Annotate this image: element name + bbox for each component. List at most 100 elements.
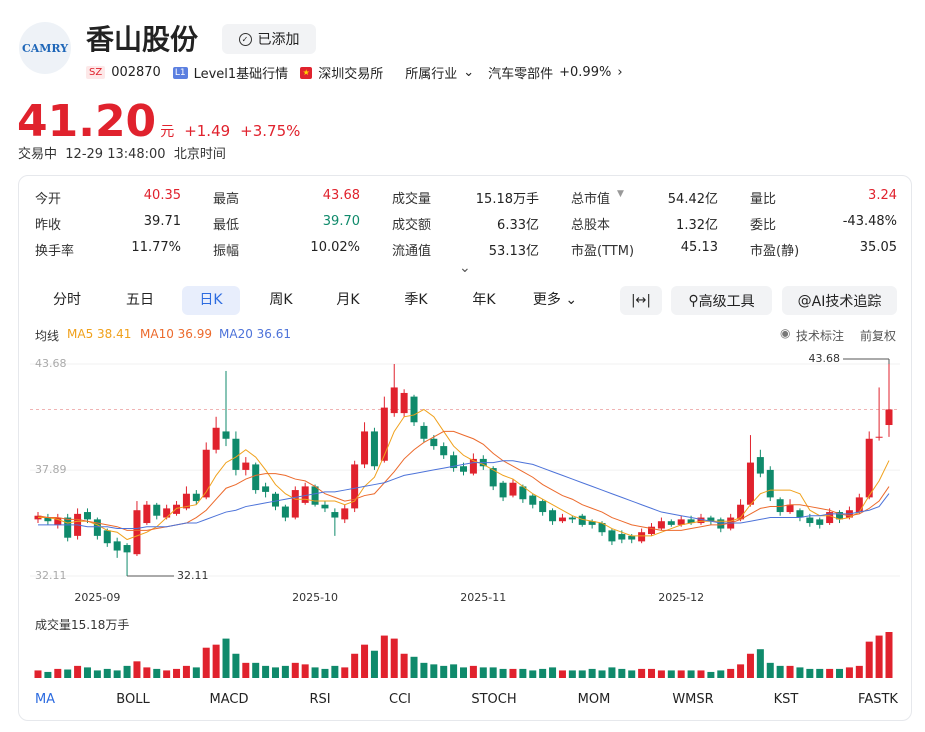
period-tab[interactable]: 周K	[269, 292, 293, 308]
volume-bar	[667, 670, 675, 678]
volume-bar	[677, 670, 685, 678]
stat-label: 换手率	[35, 244, 75, 259]
candle-body	[410, 396, 418, 423]
candle-body	[242, 462, 250, 470]
volume-bar	[64, 669, 72, 678]
tool-button[interactable]: ⚲ 高级工具	[671, 286, 772, 315]
watch-text: 已添加	[257, 32, 300, 48]
volume-bar	[855, 665, 863, 678]
y-tick-label: 43.68	[35, 357, 67, 370]
indicator-tab[interactable]: FASTK	[858, 692, 898, 707]
stat-label: 市盈(TTM)	[571, 244, 635, 259]
volume-bar	[410, 656, 418, 678]
ma-label: 均线	[35, 329, 60, 343]
candle-body	[192, 493, 200, 502]
check-icon: ✓	[238, 32, 252, 46]
period-tab[interactable]: 五日	[126, 292, 154, 308]
annotation-toggle[interactable]: 技术标注	[796, 329, 845, 343]
candle-body	[182, 493, 190, 509]
dropdown-icon: ▼	[617, 189, 624, 199]
stat-label: 最高	[213, 192, 240, 207]
indicator-tab[interactable]: RSI	[309, 692, 331, 707]
indicator-tab[interactable]: WMSR	[672, 692, 714, 707]
volume-bar	[83, 667, 91, 678]
indicator-tab[interactable]: CCI	[389, 692, 411, 707]
candle-body	[499, 482, 507, 498]
period-tab[interactable]: 季K	[404, 292, 428, 308]
candle-body	[133, 510, 141, 555]
volume-bar	[54, 668, 62, 678]
stat-value: 15.18万手	[475, 192, 539, 207]
period-tab[interactable]: 分时	[53, 292, 81, 308]
x-tick-label: 2025-12	[658, 591, 704, 604]
volume-bar	[806, 668, 814, 678]
stat-value: 11.77%	[131, 240, 181, 255]
candle-body	[826, 512, 834, 524]
volume-bar	[291, 662, 299, 678]
ma-line	[38, 460, 890, 530]
stat-value: -43.48%	[842, 214, 897, 229]
volume-bar	[697, 670, 705, 678]
indicator-tab[interactable]: BOLL	[116, 692, 150, 707]
indicator-tab[interactable]: STOCH	[471, 692, 517, 707]
indicator-tab[interactable]: MOM	[577, 692, 611, 707]
candle-body	[608, 530, 616, 542]
ma-legend: MA20 36.61	[219, 327, 291, 341]
volume-bar	[460, 667, 467, 678]
industry-label[interactable]: 所属行业	[405, 67, 458, 82]
volume-bar	[301, 664, 309, 678]
volume-bar	[578, 670, 586, 678]
indicator-tab[interactable]: MACD	[209, 692, 249, 707]
candle-body	[697, 517, 705, 524]
x-tick-label: 2025-11	[460, 591, 506, 604]
legend-value: 36.99	[177, 327, 213, 341]
period-tab[interactable]: 更多 ⌄	[532, 292, 578, 308]
indicator-tab[interactable]: MA	[34, 692, 56, 707]
volume-bar	[380, 635, 388, 678]
adjust-toggle[interactable]: 前复权	[860, 329, 897, 343]
stat-label: 振幅	[213, 244, 240, 259]
tool-button[interactable]: @ AI技术追踪	[782, 286, 897, 315]
candle-body	[440, 446, 448, 456]
candle-body	[766, 469, 774, 498]
volume-bar	[271, 667, 279, 678]
industry[interactable]: 汽车零部件	[488, 67, 554, 82]
stat-value: 43.68	[322, 188, 360, 203]
candle-body	[301, 486, 309, 503]
volume-bar	[885, 632, 893, 678]
candle-body	[539, 501, 547, 513]
candle-body	[519, 486, 527, 500]
volume-bar	[44, 671, 52, 678]
volume-bar	[74, 665, 82, 678]
ma-line	[38, 408, 890, 541]
status-row: 交易中 12-29 13:48:00 北京时间	[18, 143, 226, 162]
volume-bar	[212, 644, 220, 678]
info-row: SZ 002870 L1 Level1基础行情 ★ 深圳交易所 所属行业 ⌄ 汽车…	[86, 63, 623, 82]
period-tab[interactable]: 年K	[472, 292, 496, 308]
volume-bar	[875, 635, 883, 678]
expand-chevron[interactable]: ⌄	[459, 260, 471, 276]
volume-bar	[103, 668, 111, 678]
candle-body	[677, 519, 685, 525]
period-tab[interactable]: 日K	[182, 286, 240, 315]
volume-bar	[529, 670, 537, 678]
change: +1.49	[184, 122, 231, 140]
chevron: ⌄	[463, 65, 475, 80]
tool-button[interactable]: |↔|	[620, 286, 662, 315]
volume-bar	[400, 653, 408, 678]
volume-bar	[796, 667, 804, 678]
volume-bar	[638, 668, 646, 678]
volume-bar	[311, 667, 319, 678]
candle-body	[262, 486, 270, 492]
volume-bar	[836, 668, 844, 678]
candle-body	[271, 493, 279, 507]
candle-body	[103, 530, 111, 544]
time: 12-29 13:48:00	[65, 147, 166, 162]
volume-bar	[232, 653, 240, 678]
indicator-tab[interactable]: KST	[773, 692, 799, 707]
period-tab[interactable]: 月K	[336, 292, 360, 308]
volume-bar	[331, 665, 339, 678]
watch-button[interactable]: ✓ 已添加	[222, 24, 316, 54]
candle-body	[816, 519, 824, 525]
